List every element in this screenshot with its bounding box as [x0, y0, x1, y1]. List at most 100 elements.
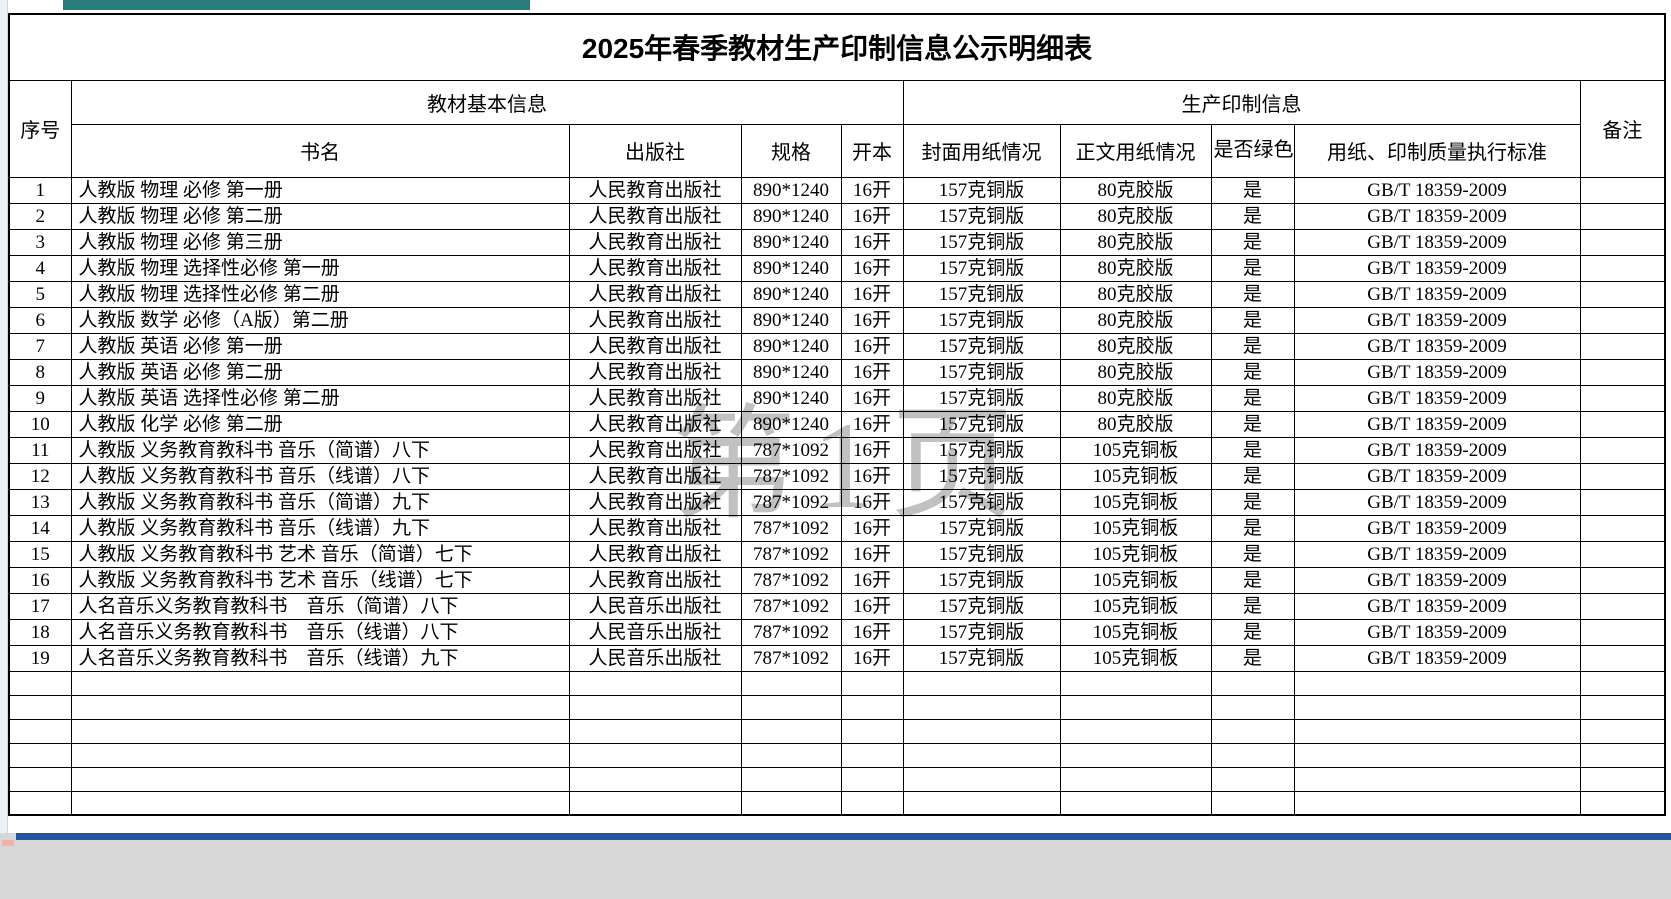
cell-body-paper: 80克胶版	[1059, 358, 1212, 386]
cell-format: 16开	[840, 358, 904, 386]
cell-remark	[1579, 644, 1666, 672]
cell-format: 16开	[840, 566, 904, 594]
cell-body-paper: 80克胶版	[1059, 410, 1212, 438]
cell-book-name: 人教版 物理 必修 第一册	[70, 176, 570, 204]
table-body: 2025年春季教材生产印制信息公示明细表 序号 教材基本信息 生产印制信息 备注…	[8, 13, 1666, 816]
cell-cover-paper: 157克铜版	[902, 384, 1061, 412]
table-row: 8 人教版 英语 必修 第二册 人民教育出版社 890*1240 16开 157…	[8, 358, 1666, 386]
cell-green-print: 是	[1210, 176, 1295, 204]
cell-format: 16开	[840, 332, 904, 360]
cell-spec: 890*1240	[740, 306, 842, 334]
cell-body-paper: 80克胶版	[1059, 254, 1212, 282]
cell-serial: 10	[8, 410, 72, 438]
header-basic-info-group: 教材基本信息	[70, 79, 904, 125]
table-row: 16 人教版 义务教育教科书 艺术 音乐（线谱）七下 人民教育出版社 787*1…	[8, 566, 1666, 594]
cell-book-name: 人名音乐义务教育教科书 音乐（简谱）八下	[70, 592, 570, 620]
cell-remark	[1579, 566, 1666, 594]
table-row: 12 人教版 义务教育教科书 音乐（线谱）八下 人民教育出版社 787*1092…	[8, 462, 1666, 490]
empty-table-row	[8, 790, 1666, 816]
cell-publisher: 人民教育出版社	[568, 384, 742, 412]
cell-serial: 17	[8, 592, 72, 620]
table-row: 7 人教版 英语 必修 第一册 人民教育出版社 890*1240 16开 157…	[8, 332, 1666, 360]
table-row: 5 人教版 物理 选择性必修 第二册 人民教育出版社 890*1240 16开 …	[8, 280, 1666, 308]
cell-book-name: 人教版 英语 必修 第一册	[70, 332, 570, 360]
cell-spec: 890*1240	[740, 176, 842, 204]
cell-cover-paper: 157克铜版	[902, 488, 1061, 516]
cell-format: 16开	[840, 384, 904, 412]
cell-remark	[1579, 202, 1666, 230]
cell-book-name: 人教版 义务教育教科书 音乐（简谱）八下	[70, 436, 570, 464]
cell-publisher: 人民教育出版社	[568, 332, 742, 360]
cell-remark	[1579, 436, 1666, 464]
cell-book-name: 人教版 义务教育教科书 艺术 音乐（简谱）七下	[70, 540, 570, 568]
cell-green-print: 是	[1210, 592, 1295, 620]
cell-book-name: 人教版 义务教育教科书 音乐（线谱）九下	[70, 514, 570, 542]
cell-publisher: 人民教育出版社	[568, 176, 742, 204]
cell-book-name: 人教版 物理 必修 第二册	[70, 202, 570, 230]
table-row: 2 人教版 物理 必修 第二册 人民教育出版社 890*1240 16开 157…	[8, 202, 1666, 230]
table-row: 13 人教版 义务教育教科书 音乐（简谱）九下 人民教育出版社 787*1092…	[8, 488, 1666, 516]
cell-publisher: 人民教育出版社	[568, 280, 742, 308]
cell-publisher: 人民教育出版社	[568, 254, 742, 282]
cell-standard: GB/T 18359-2009	[1293, 254, 1581, 282]
cell-cover-paper: 157克铜版	[902, 436, 1061, 464]
table-row: 3 人教版 物理 必修 第三册 人民教育出版社 890*1240 16开 157…	[8, 228, 1666, 256]
cell-green-print: 是	[1210, 488, 1295, 516]
cell-book-name: 人教版 物理 必修 第三册	[70, 228, 570, 256]
header-remark: 备注	[1579, 79, 1666, 178]
cell-body-paper: 80克胶版	[1059, 228, 1212, 256]
cell-remark	[1579, 228, 1666, 256]
header-production-group: 生产印制信息	[902, 79, 1581, 125]
cell-body-paper: 105克铜板	[1059, 514, 1212, 542]
cell-publisher: 人民教育出版社	[568, 462, 742, 490]
sheet-left-margin	[0, 0, 8, 833]
cell-remark	[1579, 514, 1666, 542]
cell-book-name: 人教版 义务教育教科书 音乐（简谱）九下	[70, 488, 570, 516]
cell-standard: GB/T 18359-2009	[1293, 384, 1581, 412]
cell-remark	[1579, 306, 1666, 334]
cell-cover-paper: 157克铜版	[902, 176, 1061, 204]
cell-spec: 787*1092	[740, 462, 842, 490]
cell-standard: GB/T 18359-2009	[1293, 306, 1581, 334]
cell-green-print: 是	[1210, 436, 1295, 464]
cell-format: 16开	[840, 176, 904, 204]
cell-remark	[1579, 254, 1666, 282]
cell-cover-paper: 157克铜版	[902, 592, 1061, 620]
empty-table-row	[8, 742, 1666, 768]
cell-green-print: 是	[1210, 384, 1295, 412]
cell-spec: 890*1240	[740, 384, 842, 412]
cell-cover-paper: 157克铜版	[902, 644, 1061, 672]
cell-book-name: 人教版 数学 必修（A版）第二册	[70, 306, 570, 334]
cell-format: 16开	[840, 488, 904, 516]
cell-publisher: 人民教育出版社	[568, 306, 742, 334]
sheet-area: 2025年春季教材生产印制信息公示明细表 序号 教材基本信息 生产印制信息 备注…	[8, 13, 1667, 816]
cell-book-name: 人教版 义务教育教科书 艺术 音乐（线谱）七下	[70, 566, 570, 594]
cell-book-name: 人教版 英语 必修 第二册	[70, 358, 570, 386]
cell-green-print: 是	[1210, 254, 1295, 282]
cell-body-paper: 80克胶版	[1059, 176, 1212, 204]
cell-body-paper: 105克铜板	[1059, 488, 1212, 516]
cell-body-paper: 80克胶版	[1059, 280, 1212, 308]
cell-green-print: 是	[1210, 410, 1295, 438]
header-format: 开本	[840, 123, 904, 178]
cell-standard: GB/T 18359-2009	[1293, 566, 1581, 594]
cell-body-paper: 105克铜板	[1059, 644, 1212, 672]
cell-green-print: 是	[1210, 618, 1295, 646]
header-body-paper: 正文用纸情况	[1059, 123, 1212, 178]
cell-spec: 890*1240	[740, 410, 842, 438]
cell-publisher: 人民教育出版社	[568, 488, 742, 516]
cell-serial: 8	[8, 358, 72, 386]
cell-standard: GB/T 18359-2009	[1293, 436, 1581, 464]
cell-standard: GB/T 18359-2009	[1293, 228, 1581, 256]
cell-standard: GB/T 18359-2009	[1293, 462, 1581, 490]
top-teal-bar	[63, 0, 530, 10]
cell-remark	[1579, 176, 1666, 204]
cell-publisher: 人民教育出版社	[568, 228, 742, 256]
cell-format: 16开	[840, 202, 904, 230]
cell-remark	[1579, 618, 1666, 646]
cell-cover-paper: 157克铜版	[902, 358, 1061, 386]
cell-cover-paper: 157克铜版	[902, 618, 1061, 646]
cell-body-paper: 80克胶版	[1059, 332, 1212, 360]
cell-publisher: 人民音乐出版社	[568, 618, 742, 646]
cell-standard: GB/T 18359-2009	[1293, 592, 1581, 620]
